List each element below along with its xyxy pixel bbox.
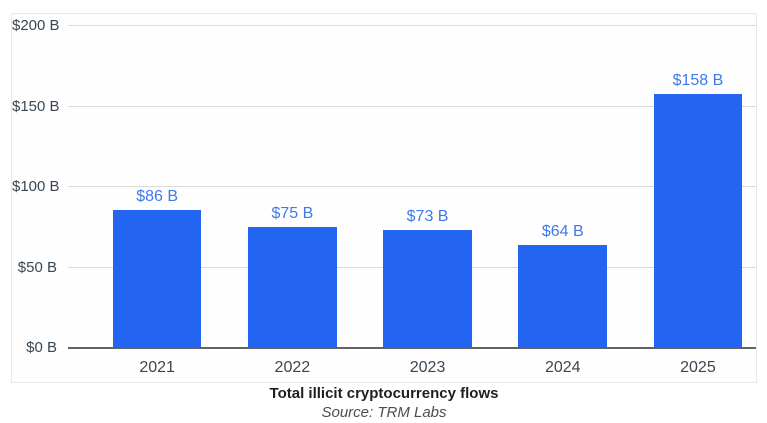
x-axis-tick-label: 2021 (139, 359, 175, 376)
bar-value-label: $75 B (271, 205, 314, 223)
x-axis-line (68, 347, 756, 349)
y-gridline (68, 25, 756, 26)
bar-value-label: $158 B (672, 71, 724, 89)
plot-area: $0 B $50 B $100 B $150 B $200 B $86 B 2021 $75 … (12, 17, 756, 376)
bar-2022 (248, 227, 337, 348)
bar-2021 (112, 209, 202, 348)
x-axis-tick-label: 2024 (544, 359, 581, 376)
bar-value-label: $64 B (541, 222, 584, 240)
bar-value-label: $73 B (406, 208, 449, 226)
chart-source: Source: TRM Labs (321, 404, 447, 421)
bar-2025 (653, 93, 743, 348)
y-axis-tick-label: $100 B (12, 178, 60, 195)
x-axis-tick-label: 2025 (680, 359, 716, 376)
bar-2024 (518, 244, 608, 348)
x-axis-tick-label: 2022 (274, 359, 311, 376)
bar-value-label: $86 B (136, 187, 179, 205)
y-axis-tick-label: $50 B (17, 258, 57, 276)
y-axis-tick-label: $0 B (26, 339, 57, 356)
x-axis-tick-label: 2023 (409, 359, 446, 376)
chart-caption: Total illicit cryptocurrency flows Sourc… (11, 385, 757, 421)
chart-card: $0 B $50 B $100 B $150 B $200 B $86 B 2021 $75 … (11, 13, 757, 383)
y-gridline (68, 186, 756, 187)
bar-2023 (383, 230, 472, 348)
y-gridline (68, 105, 756, 107)
chart-title: Total illicit cryptocurrency flows (269, 385, 499, 402)
y-axis-tick-label: $200 B (12, 17, 60, 34)
y-axis-tick-label: $150 B (12, 97, 60, 115)
